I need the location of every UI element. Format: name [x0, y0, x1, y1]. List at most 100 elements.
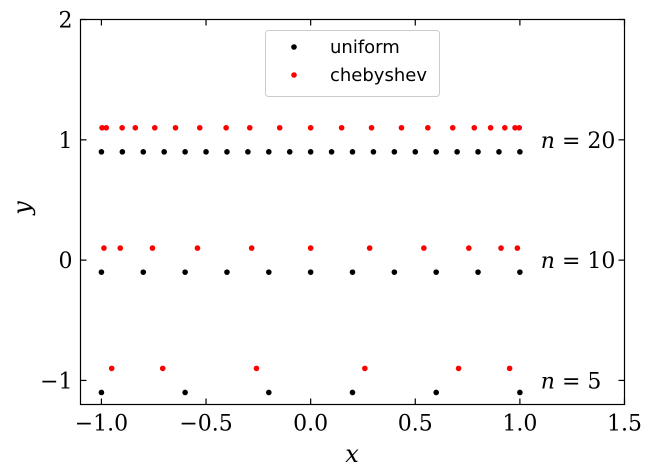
data-point-uniform: [98, 389, 105, 396]
data-point-uniform: [182, 149, 188, 155]
data-point-uniform: [286, 149, 293, 155]
data-point-uniform: [433, 389, 439, 396]
data-point-uniform: [328, 149, 335, 155]
data-point-chebyshev: [506, 365, 513, 372]
data-point-uniform: [349, 269, 356, 275]
data-point-uniform: [224, 149, 230, 155]
data-point-uniform: [517, 149, 523, 155]
data-point-uniform: [391, 149, 398, 155]
data-point-chebyshev: [498, 245, 504, 251]
data-point-chebyshev: [466, 245, 472, 251]
data-point-chebyshev: [487, 124, 494, 131]
data-point-uniform: [496, 149, 502, 155]
y-tick-label: −1: [40, 369, 72, 394]
data-point-chebyshev: [103, 124, 110, 131]
data-point-uniform: [140, 149, 147, 155]
data-point-chebyshev: [398, 124, 405, 131]
data-point-chebyshev: [421, 245, 427, 251]
data-points: [98, 124, 523, 396]
data-point-uniform: [98, 269, 105, 275]
data-point-chebyshev: [194, 245, 201, 251]
data-point-chebyshev: [425, 124, 431, 131]
legend-label-uniform: uniform: [330, 37, 400, 58]
data-point-uniform: [307, 149, 314, 155]
x-tick-label: 0.0: [293, 412, 328, 437]
data-point-uniform: [266, 149, 272, 155]
data-point-uniform: [433, 149, 439, 155]
data-point-chebyshev: [117, 245, 124, 251]
annotation-label: n = 5: [541, 369, 602, 394]
data-point-chebyshev: [455, 365, 462, 372]
legend-frame: [265, 30, 440, 97]
x-tick-label: 0.5: [398, 412, 433, 437]
data-point-chebyshev: [172, 124, 179, 131]
data-point-chebyshev: [307, 124, 314, 131]
data-point-chebyshev: [149, 245, 156, 251]
data-point-uniform: [182, 269, 188, 275]
x-tick-label: −1.0: [75, 412, 128, 437]
data-point-chebyshev: [246, 124, 253, 131]
data-point-chebyshev: [449, 124, 456, 131]
data-point-uniform: [475, 269, 481, 275]
annotation-label: n = 20: [541, 129, 616, 154]
axis-ticks: −1.0 −0.5 0.0 0.5 1.0 1.5 −1 0 1 2: [40, 9, 642, 437]
x-axis-label: x: [345, 440, 359, 468]
data-point-chebyshev: [248, 245, 255, 251]
data-point-chebyshev: [362, 365, 368, 372]
data-point-uniform: [475, 149, 481, 155]
annotation-label: n = 10: [541, 249, 616, 274]
data-point-uniform: [161, 149, 167, 155]
y-tick-label: 0: [59, 249, 73, 274]
data-point-chebyshev: [223, 124, 229, 131]
data-point-uniform: [349, 389, 356, 396]
data-point-uniform: [454, 149, 460, 155]
data-point-uniform: [391, 269, 398, 275]
data-point-uniform: [140, 269, 147, 275]
data-point-uniform: [517, 389, 523, 396]
legend-marker-chebyshev: [291, 72, 297, 78]
data-point-uniform: [517, 269, 523, 275]
data-point-chebyshev: [471, 124, 478, 131]
data-point-chebyshev: [99, 124, 105, 131]
data-point-chebyshev: [253, 365, 260, 372]
data-point-chebyshev: [151, 124, 158, 131]
data-point-uniform: [224, 269, 230, 275]
y-axis-label: y: [8, 201, 36, 216]
legend: uniform chebyshev: [265, 30, 440, 97]
data-point-chebyshev: [276, 124, 283, 131]
data-point-chebyshev: [159, 365, 166, 372]
data-point-chebyshev: [502, 124, 508, 131]
data-point-chebyshev: [366, 245, 373, 251]
data-point-chebyshev: [338, 124, 345, 131]
data-point-chebyshev: [514, 245, 521, 251]
y-tick-label: 2: [59, 9, 73, 34]
x-tick-label: 1.5: [607, 412, 642, 437]
annotations: n = 20 n = 10 n = 5: [541, 129, 616, 395]
plot-frame: [79, 18, 626, 406]
legend-marker-uniform: [291, 44, 297, 50]
data-point-uniform: [266, 269, 272, 275]
data-point-chebyshev: [368, 124, 375, 131]
data-point-chebyshev: [132, 124, 139, 131]
data-point-uniform: [203, 149, 209, 155]
x-tick-label: 1.0: [502, 412, 537, 437]
data-point-chebyshev: [512, 124, 518, 131]
x-tick-label: −0.5: [179, 412, 232, 437]
legend-label-chebyshev: chebyshev: [330, 65, 427, 86]
data-point-chebyshev: [108, 365, 115, 372]
data-point-uniform: [266, 389, 272, 396]
data-point-uniform: [98, 149, 105, 155]
data-point-chebyshev: [101, 245, 107, 251]
data-point-uniform: [370, 149, 377, 155]
data-point-chebyshev: [119, 124, 125, 131]
data-point-chebyshev: [196, 124, 203, 131]
data-point-uniform: [119, 149, 126, 155]
data-point-uniform: [349, 149, 356, 155]
data-point-uniform: [182, 389, 188, 396]
data-point-uniform: [307, 269, 314, 275]
y-tick-label: 1: [59, 129, 73, 154]
data-point-uniform: [412, 149, 419, 155]
data-point-uniform: [245, 149, 251, 155]
data-point-uniform: [433, 269, 439, 275]
